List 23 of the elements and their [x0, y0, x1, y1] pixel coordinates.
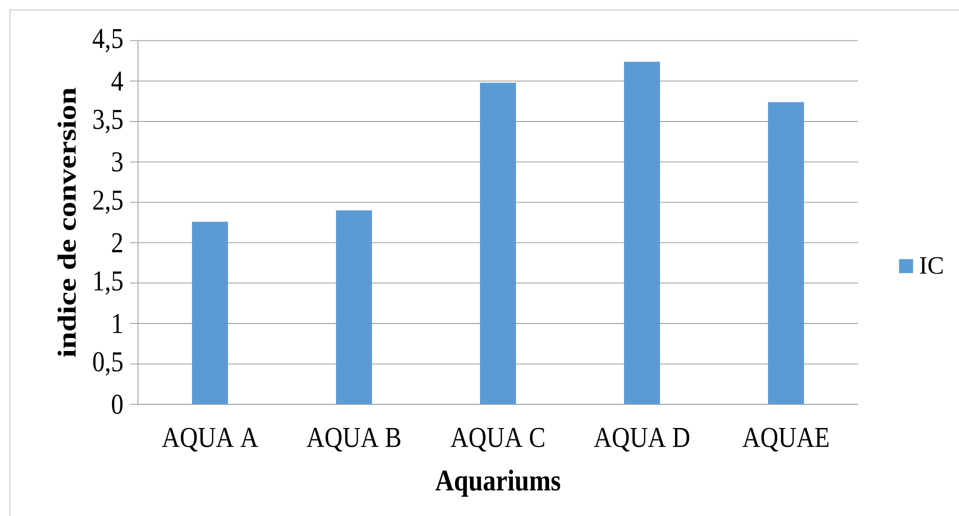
- x-axis-title: Aquariums: [435, 470, 560, 497]
- y-tick-label: 3: [112, 152, 123, 172]
- y-axis-title: indice de conversion: [58, 88, 76, 358]
- y-tick-label: 1: [113, 314, 122, 333]
- y-tick-label: 2,5: [93, 190, 123, 214]
- y-tick-label: 1,5: [94, 271, 123, 295]
- y-tick-label: 3,5: [93, 110, 123, 134]
- legend-label: IC: [920, 257, 943, 274]
- bar: [192, 222, 228, 404]
- y-tick-label: 4: [111, 72, 124, 91]
- x-tick-label: AQUA C: [450, 428, 544, 452]
- y-tick-label: 2: [112, 233, 122, 252]
- bar: [336, 210, 372, 404]
- bar: [768, 102, 804, 404]
- x-tick-label: AQUAE: [742, 428, 828, 452]
- bar: [624, 62, 660, 404]
- y-tick-label: 0: [112, 394, 123, 414]
- x-tick-label: AQUA B: [306, 428, 400, 452]
- y-tick-label: 0,5: [93, 352, 123, 376]
- x-tick-label: AQUA D: [594, 428, 690, 452]
- x-tick-label: AQUA A: [162, 428, 258, 452]
- bar: [480, 82, 516, 404]
- y-tick-label: 4,5: [92, 29, 123, 52]
